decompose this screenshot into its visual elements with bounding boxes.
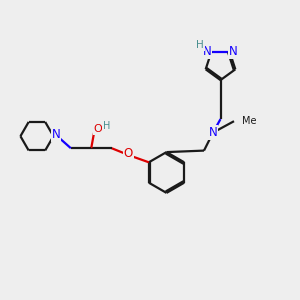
Text: Me: Me xyxy=(242,116,257,126)
Text: H: H xyxy=(103,121,110,131)
Text: N: N xyxy=(208,126,217,139)
Text: O: O xyxy=(94,124,102,134)
Text: O: O xyxy=(124,147,133,161)
Text: N: N xyxy=(229,45,238,58)
Text: N: N xyxy=(203,45,212,58)
Text: N: N xyxy=(52,128,61,141)
Text: H: H xyxy=(196,40,204,50)
